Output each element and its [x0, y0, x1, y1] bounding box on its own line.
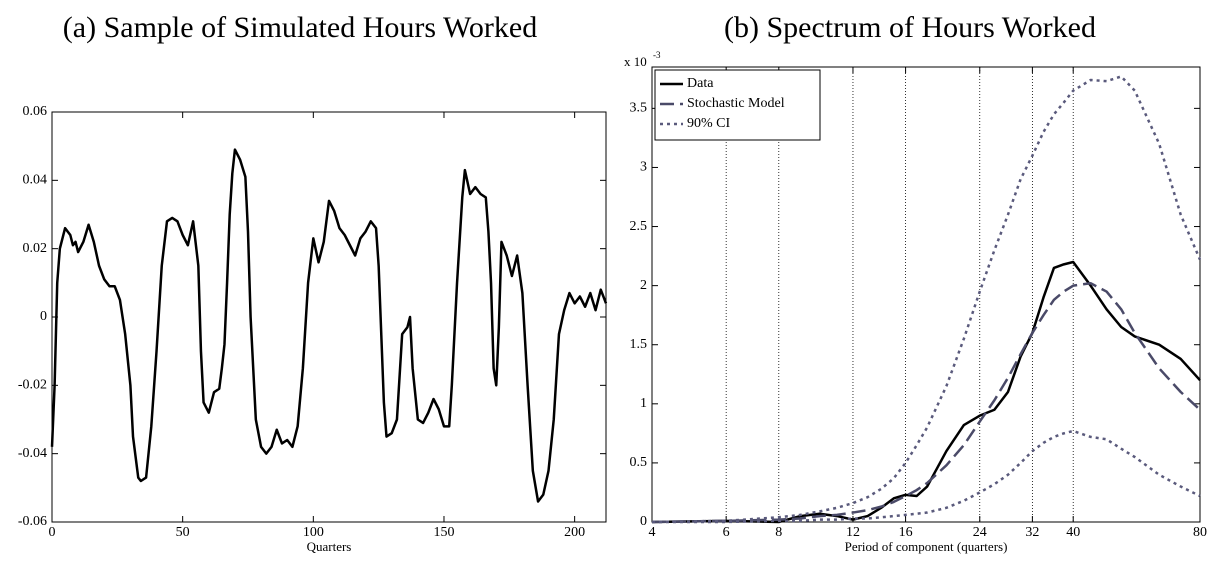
x-tick-label: 24: [973, 525, 987, 540]
series-line: [651, 282, 1201, 524]
legend-label: 90% CI: [687, 116, 731, 131]
y-tick-label: 2.5: [630, 219, 648, 234]
x-tick-label: 40: [1066, 525, 1080, 540]
x-tick-label: 32: [1025, 525, 1039, 540]
x-tick-label: 4: [649, 525, 656, 540]
y-tick-label: 0.5: [630, 455, 648, 470]
series-line: [50, 148, 608, 503]
x-tick-label: 0: [49, 525, 56, 540]
x-tick-label: 16: [899, 525, 913, 540]
chart-title: (a) Sample of Simulated Hours Worked: [63, 11, 537, 44]
x-axis-label: Quarters: [307, 539, 352, 554]
x-tick-label: 100: [303, 525, 324, 540]
y-tick-label: -0.02: [18, 378, 47, 393]
x-tick-label: 150: [433, 525, 454, 540]
y-tick-label: 1.5: [630, 337, 648, 352]
chart-title: (b) Spectrum of Hours Worked: [724, 11, 1096, 44]
y-tick-label: 0: [40, 309, 47, 324]
y-tick-label: 0: [640, 514, 647, 529]
series-line: [651, 75, 1202, 524]
x-tick-label: 8: [775, 525, 782, 540]
x-tick-label: 200: [564, 525, 585, 540]
y-tick-label: 3.5: [630, 101, 648, 116]
y-tick-label: 0.02: [23, 241, 48, 256]
x-tick-label: 80: [1193, 525, 1207, 540]
y-tick-label: 0.06: [23, 104, 48, 119]
x-tick-label: 50: [176, 525, 190, 540]
y-tick-label: -0.04: [18, 446, 47, 461]
y-tick-label: 1: [640, 396, 647, 411]
y-multiplier-exponent: -3: [653, 50, 661, 60]
plot-area: [51, 111, 607, 523]
y-tick-label: 2: [640, 278, 647, 293]
legend-label: Data: [687, 76, 714, 91]
y-multiplier: x 10: [624, 54, 647, 69]
x-tick-label: 6: [723, 525, 730, 540]
y-tick-label: 3: [640, 160, 647, 175]
x-axis-label: Period of component (quarters): [845, 539, 1008, 554]
y-tick-label: -0.06: [18, 514, 47, 529]
legend-label: Stochastic Model: [687, 96, 785, 111]
x-tick-label: 12: [846, 525, 860, 540]
y-tick-label: 0.04: [23, 173, 48, 188]
